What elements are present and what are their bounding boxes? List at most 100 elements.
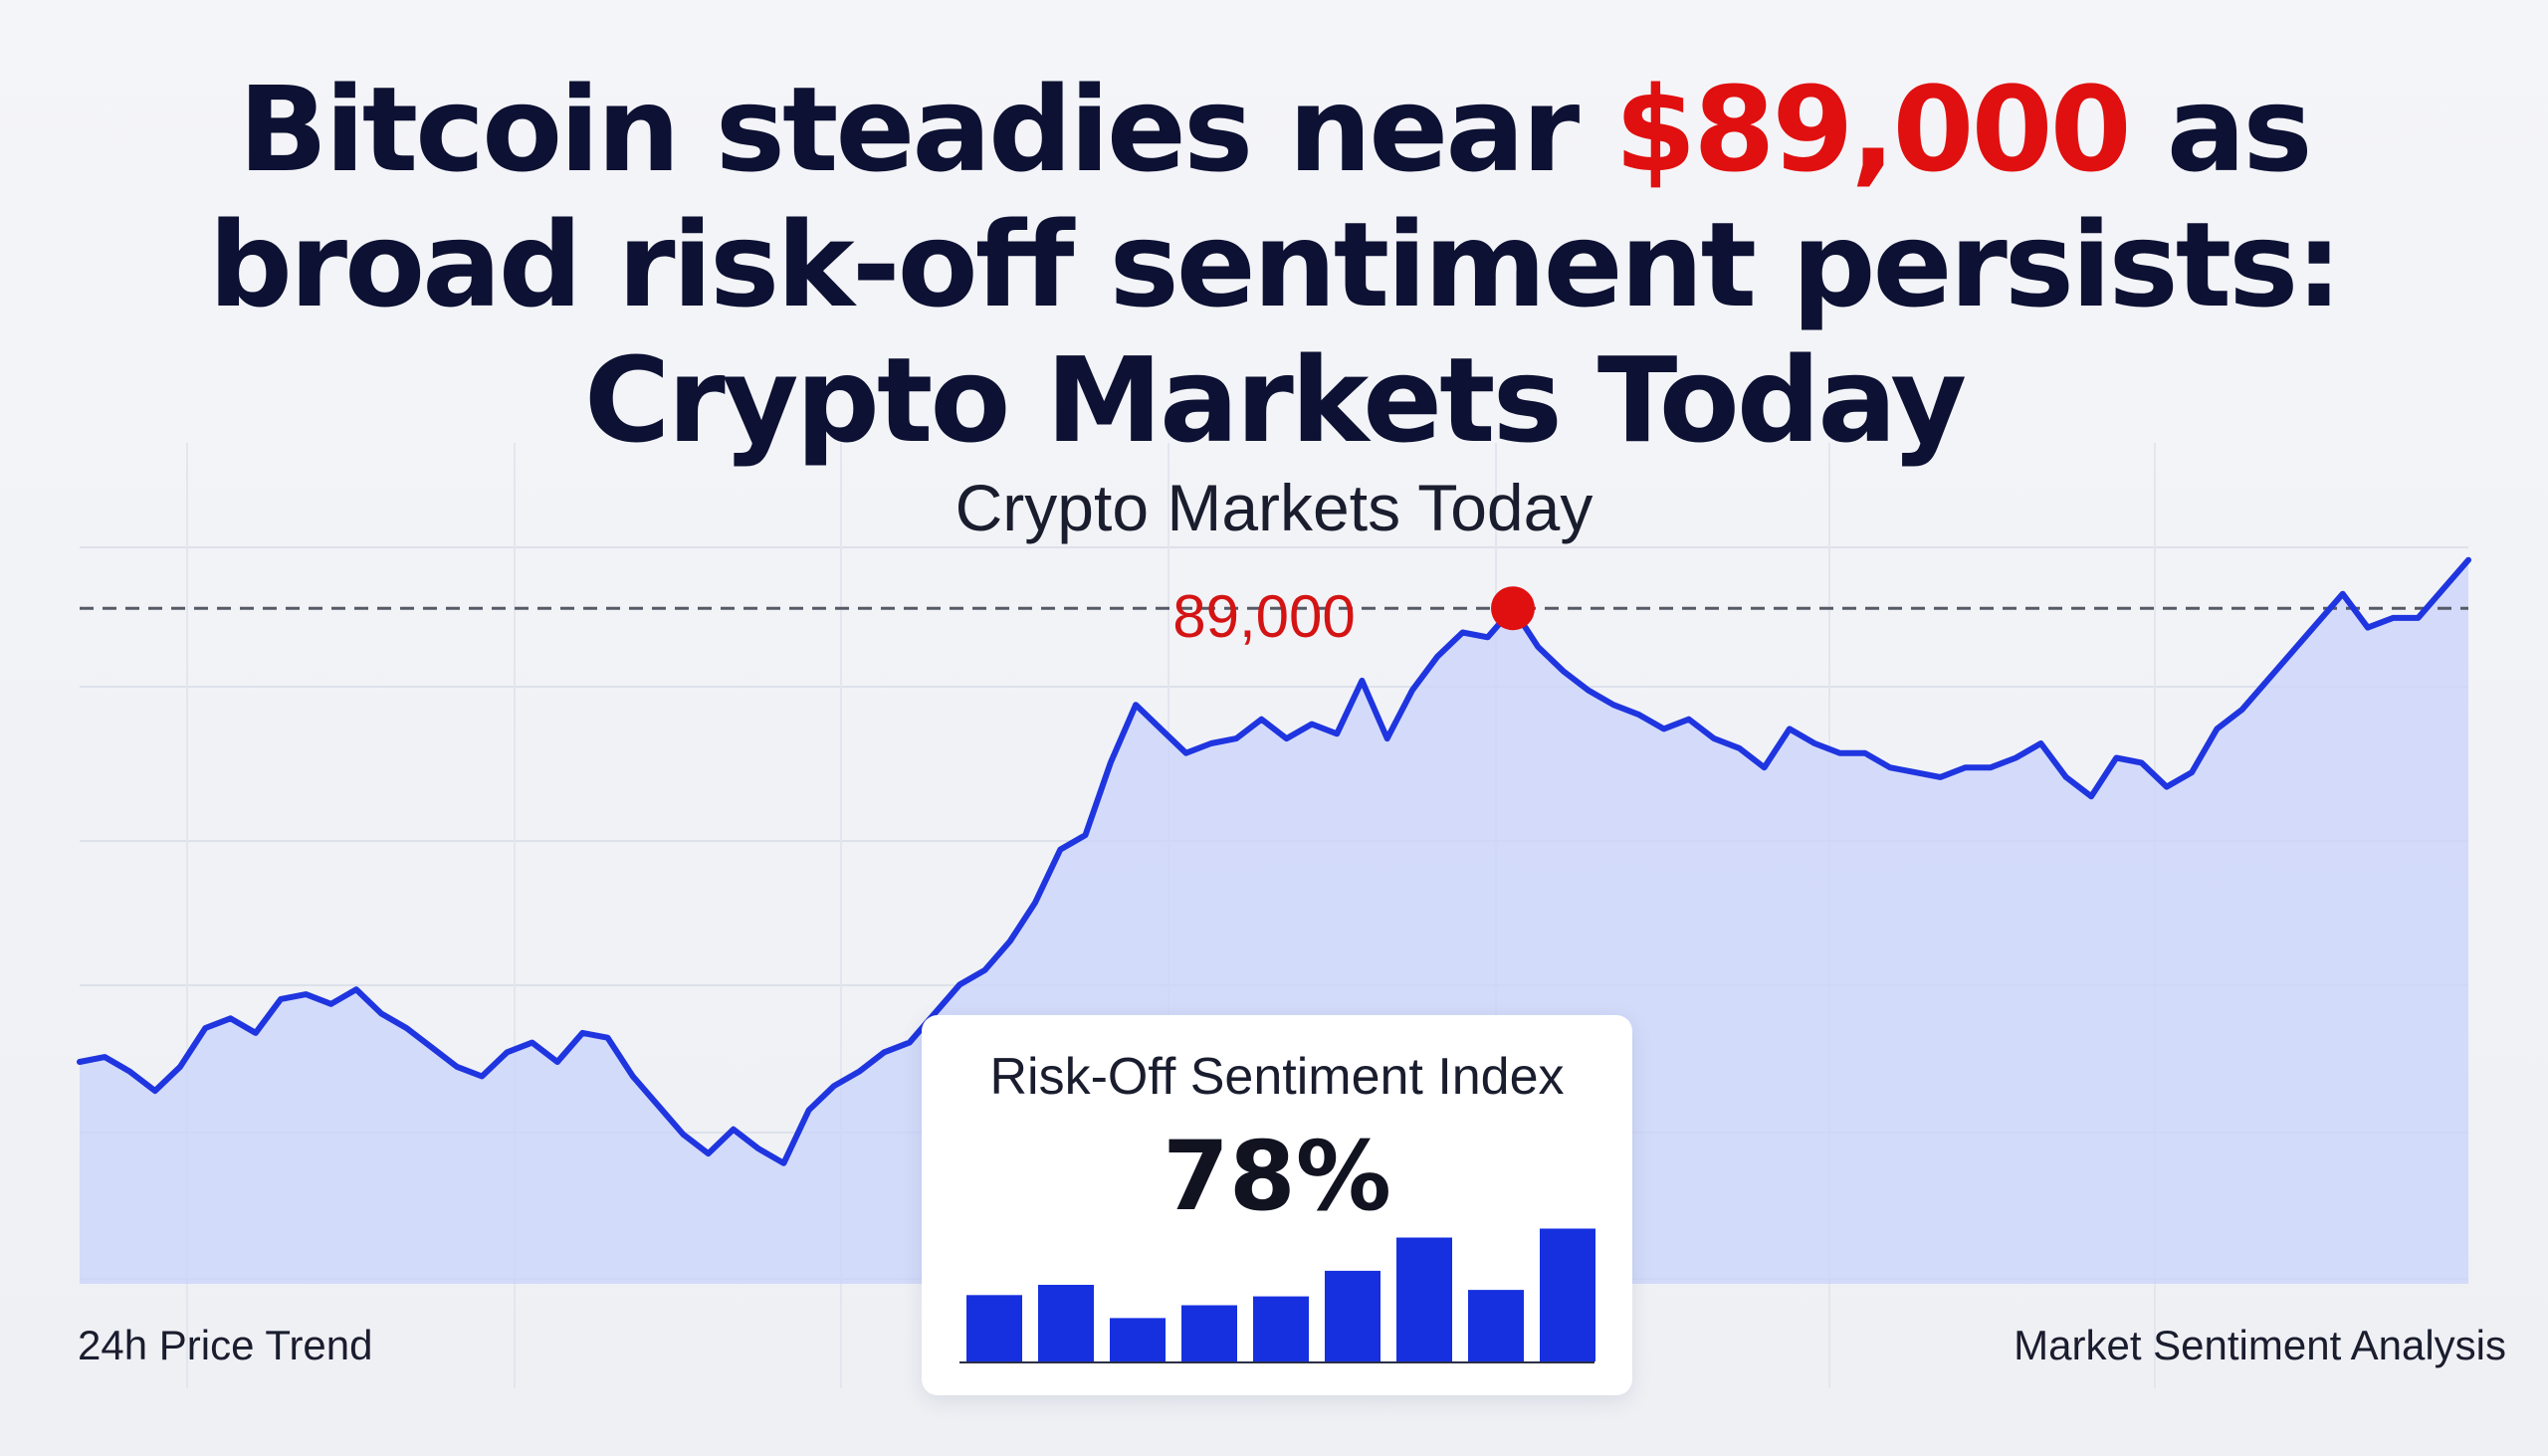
price-point-71 <box>1862 750 1868 756</box>
price-point-65 <box>1711 735 1717 741</box>
price-point-88 <box>2289 649 2295 655</box>
price-point-24 <box>680 1132 686 1138</box>
price-point-85 <box>2214 726 2220 731</box>
price-point-8 <box>278 996 284 1002</box>
headline-line-2: broad risk-off sentiment persists: <box>208 196 2342 333</box>
headline-line-1-start: Bitcoin steadies near <box>238 61 1615 198</box>
sentiment-index-card: Risk-Off Sentiment Index 78% <box>922 1015 1632 1395</box>
price-point-53 <box>1409 688 1415 694</box>
price-point-32 <box>881 1049 887 1055</box>
price-point-95 <box>2465 557 2471 563</box>
price-point-58 <box>1535 644 1541 650</box>
price-point-43 <box>1158 726 1164 731</box>
price-point-48 <box>1284 735 1290 741</box>
price-point-41 <box>1108 759 1114 765</box>
price-point-79 <box>2063 774 2069 780</box>
price-point-38 <box>1032 900 1038 906</box>
price-point-62 <box>1635 712 1641 718</box>
price-point-40 <box>1083 832 1089 838</box>
price-point-49 <box>1309 722 1315 728</box>
price-point-60 <box>1586 688 1592 694</box>
price-point-72 <box>1887 764 1893 770</box>
sentiment-bar-8 <box>1540 1228 1595 1361</box>
sentiment-bar-3 <box>1181 1305 1237 1361</box>
headline: Bitcoin steadies near $89,000 as broad r… <box>0 62 2548 468</box>
price-point-45 <box>1208 740 1214 746</box>
price-point-39 <box>1057 847 1063 853</box>
price-point-13 <box>403 1025 409 1031</box>
price-point-73 <box>1912 769 1918 775</box>
price-point-83 <box>2164 784 2170 790</box>
price-point-6 <box>228 1015 234 1021</box>
sentiment-index-title: Risk-Off Sentiment Index <box>989 1048 1565 1106</box>
sentiment-bar-1 <box>1038 1285 1094 1361</box>
sentiment-bar-6 <box>1396 1237 1452 1361</box>
price-point-14 <box>429 1044 435 1050</box>
headline-line-1-end: as <box>2128 61 2313 198</box>
price-point-91 <box>2365 625 2371 631</box>
price-point-59 <box>1561 668 1567 674</box>
price-point-55 <box>1460 630 1466 636</box>
price-point-86 <box>2239 707 2245 713</box>
price-point-61 <box>1610 702 1616 708</box>
price-point-12 <box>378 1011 384 1017</box>
headline-line-1: Bitcoin steadies near $89,000 as <box>0 62 2548 197</box>
price-point-63 <box>1661 726 1667 731</box>
price-area-fill <box>80 559 2468 1284</box>
chart-title: Crypto Markets Today <box>955 471 1593 544</box>
price-point-75 <box>1963 764 1969 770</box>
price-point-80 <box>2088 793 2094 799</box>
price-point-52 <box>1384 735 1390 741</box>
price-point-77 <box>2013 755 2018 761</box>
analysis-label: Market Sentiment Analysis <box>2014 1322 2506 1368</box>
price-point-15 <box>454 1064 460 1070</box>
sentiment-index-value: 78% <box>1163 1121 1391 1232</box>
price-point-94 <box>2441 586 2446 592</box>
price-point-36 <box>982 967 988 973</box>
price-point-93 <box>2416 615 2422 621</box>
price-point-70 <box>1836 750 1842 756</box>
headline-price-accent: $89,000 <box>1614 61 2131 198</box>
peak-marker <box>1491 586 1535 631</box>
price-point-11 <box>353 986 359 992</box>
price-point-30 <box>831 1083 837 1089</box>
sentiment-bar-5 <box>1325 1270 1380 1361</box>
price-point-20 <box>579 1030 585 1036</box>
price-point-10 <box>328 1001 334 1007</box>
price-point-27 <box>755 1145 761 1151</box>
price-point-81 <box>2113 755 2119 761</box>
price-point-26 <box>731 1127 737 1133</box>
price-point-68 <box>1787 726 1793 731</box>
sentiment-bar-7 <box>1468 1290 1524 1361</box>
sentiment-bar-4 <box>1253 1296 1309 1362</box>
price-point-4 <box>177 1064 183 1070</box>
price-point-37 <box>1007 938 1013 944</box>
price-point-47 <box>1258 717 1264 723</box>
price-point-69 <box>1811 740 1817 746</box>
price-point-46 <box>1233 735 1239 741</box>
price-point-56 <box>1485 634 1491 640</box>
price-point-50 <box>1334 730 1340 736</box>
price-point-66 <box>1736 745 1742 751</box>
price-point-18 <box>530 1040 535 1046</box>
price-point-64 <box>1686 717 1692 723</box>
price-point-44 <box>1183 750 1189 756</box>
price-point-5 <box>202 1025 208 1031</box>
price-point-33 <box>907 1040 913 1046</box>
price-point-84 <box>2189 769 2195 775</box>
price-point-3 <box>152 1088 158 1094</box>
price-point-21 <box>605 1035 611 1041</box>
price-line <box>77 556 2471 1166</box>
price-point-2 <box>127 1069 133 1075</box>
price-point-42 <box>1133 702 1139 708</box>
headline-line-3: Crypto Markets Today <box>583 331 1967 469</box>
price-point-90 <box>2340 591 2346 597</box>
price-point-78 <box>2038 740 2044 746</box>
price-point-7 <box>253 1030 259 1036</box>
price-point-25 <box>706 1150 712 1156</box>
price-point-51 <box>1359 678 1365 684</box>
price-point-9 <box>303 991 309 997</box>
price-point-16 <box>479 1074 485 1080</box>
price-point-67 <box>1762 764 1768 770</box>
price-point-54 <box>1434 654 1440 660</box>
